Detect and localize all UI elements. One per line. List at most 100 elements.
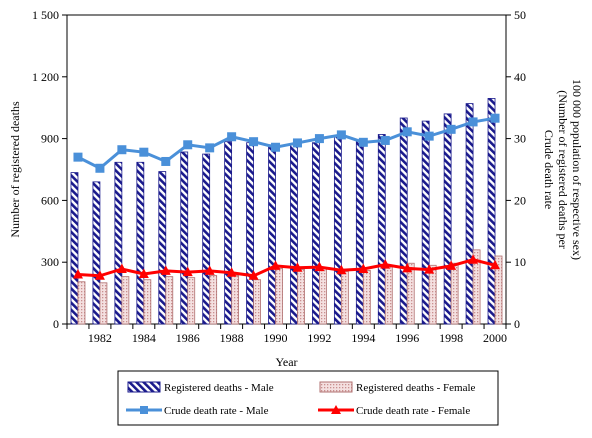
legend-label-male-bars: Registered deaths - Male [164,382,274,394]
axes: 0 300 600 900 1 200 1 500 0 10 20 30 40 50 1982 1984 1… [32,8,526,345]
bar-female [187,277,196,325]
marker-female [468,254,479,264]
bar-male [114,161,123,325]
marker-female [292,262,303,272]
bar-male [312,142,320,325]
legend-marker-female-line [331,405,341,414]
y2-tick-label: 50 [514,8,526,22]
marker-female [204,265,215,275]
bar-female [362,270,371,325]
x-tick-label: 1994 [351,331,375,345]
legend: Registered deaths - Male Registered deat… [117,370,499,426]
legend-label-female-bars: Registered deaths - Female [356,382,476,394]
legend-label-female-line: Crude death rate - Female [356,405,470,417]
marker-male [271,142,281,152]
marker-female [72,269,83,279]
bar-female [231,275,240,325]
marker-female [490,259,501,270]
x-tick-label: 1990 [264,331,288,345]
bar-male [487,98,496,325]
marker-female [358,263,369,273]
bar-male [158,171,167,325]
lines [72,113,501,280]
y-tick-label: 600 [41,193,59,207]
y2-tick-label: 30 [514,132,526,146]
marker-male [117,145,127,155]
y-tick-label: 900 [41,132,59,146]
marker-male [424,131,434,141]
bars [70,98,503,325]
marker-male [249,137,259,147]
bar-female [428,264,437,325]
marker-male [380,135,390,145]
bar-female [297,269,305,325]
bar-female [494,255,503,325]
marker-male [468,117,478,127]
x-tick-label: 1996 [395,331,419,345]
legend-swatch-female-bars [319,381,353,393]
bar-male [377,134,386,325]
legend-label-male-line: Crude death rate - Male [164,405,269,417]
bar-female [77,281,86,325]
marker-male [446,124,456,134]
y-tick-label: 1 200 [32,70,59,84]
marker-female [160,265,171,275]
marker-female [270,260,281,270]
marker-female [446,260,457,270]
x-tick-label: 1988 [220,331,244,345]
marker-female [138,268,149,278]
plot-area [66,14,507,325]
bar-female [165,276,174,325]
x-tick-label: 1984 [132,331,156,345]
y2-tick-label: 40 [514,70,526,84]
y2-axis-sublabel-2: 100 000 population of respective sex) [570,79,584,260]
line-female [77,258,496,278]
marker-female [424,264,435,274]
bar-female [319,267,327,325]
bar-male [355,140,364,325]
bar-female [143,279,152,325]
y2-tick-label: 20 [514,193,526,207]
marker-male [183,140,193,150]
marker-male [139,147,149,157]
x-tick-label: 1992 [307,331,331,345]
bar-male [246,142,254,325]
bar-male [333,135,342,325]
marker-male [490,113,500,123]
marker-female [380,259,391,269]
bar-female [340,271,349,325]
bar-male [268,144,276,325]
y-tick-label: 300 [41,255,59,269]
y2-tick-label: 0 [514,317,520,331]
marker-male [73,152,83,162]
y-tick-label: 1 500 [32,8,59,22]
marker-female [314,261,325,272]
marker-female [182,266,193,277]
x-tick-label: 1982 [88,331,112,345]
bar-male [180,151,189,325]
bar-male [224,141,233,325]
y2-axis-sublabel-1: (Number of registered deaths per [556,90,570,249]
y-axis-label: Number of registered deaths [8,101,22,238]
legend-box [117,370,499,426]
bar-male [443,113,452,325]
bar-female [450,262,459,325]
marker-female [402,262,413,273]
bar-female [209,275,218,325]
marker-female [336,264,347,275]
bar-male [70,172,79,325]
bar-female [384,264,393,325]
marker-female [226,267,237,277]
marker-male [205,143,215,153]
line-male [77,116,496,171]
x-tick-label: 1998 [439,331,463,345]
bar-female [99,282,108,325]
bar-male [421,120,430,325]
marker-female [94,270,105,280]
marker-male [227,132,237,142]
bar-male [465,103,474,325]
legend-marker-male-line [140,406,148,414]
x-tick-label: 1986 [176,331,200,345]
bar-female [253,279,261,325]
marker-female [248,270,259,280]
